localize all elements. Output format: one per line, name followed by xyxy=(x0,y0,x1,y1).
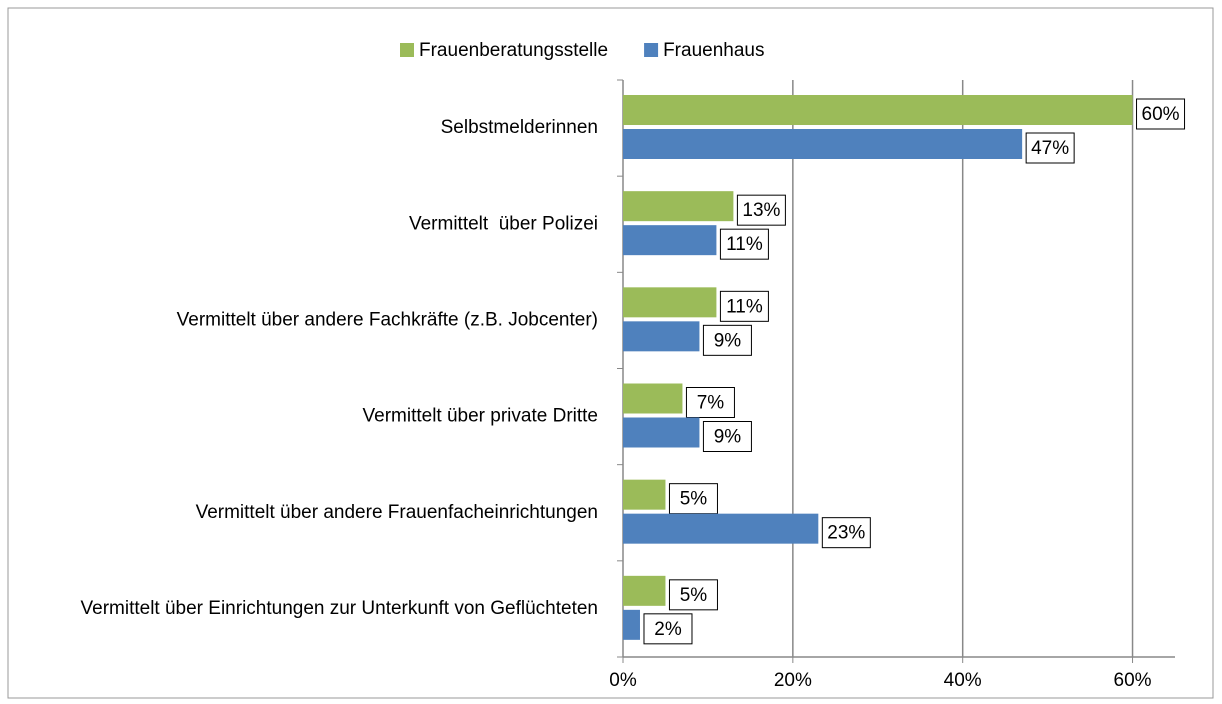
bar xyxy=(623,191,734,222)
data-label: 5% xyxy=(680,489,708,510)
data-label: 23% xyxy=(827,523,865,544)
data-label-box xyxy=(702,421,752,452)
y-tick-label: Vermittelt über andere Frauenfacheinrich… xyxy=(196,502,598,523)
y-tick-label: Vermittelt über Einrichtungen zur Unterk… xyxy=(81,598,599,619)
bar xyxy=(623,575,666,606)
x-tick-label: 40% xyxy=(944,670,982,691)
data-label-box xyxy=(821,517,871,549)
bar xyxy=(623,287,717,318)
data-label-box xyxy=(685,387,735,418)
data-label: 9% xyxy=(714,427,742,448)
bar xyxy=(623,95,1133,125)
y-tick-label: Vermittelt über private Dritte xyxy=(363,406,598,427)
legend-swatch xyxy=(400,43,414,57)
legend-label: Frauenberatungsstelle xyxy=(419,40,608,61)
bar xyxy=(623,321,700,352)
data-label-box xyxy=(643,613,693,645)
legend-swatch xyxy=(644,43,659,57)
bar xyxy=(623,225,717,256)
bar xyxy=(623,479,666,510)
data-label: 7% xyxy=(697,393,725,414)
bar xyxy=(623,417,700,448)
data-label: 60% xyxy=(1142,104,1180,125)
bar xyxy=(623,609,640,640)
data-label: 11% xyxy=(726,296,763,317)
y-tick-label: Selbstmelderinnen xyxy=(441,117,598,138)
data-label: 47% xyxy=(1031,138,1069,159)
data-label: 2% xyxy=(654,619,682,640)
x-tick-label: 0% xyxy=(609,670,637,691)
data-label-box xyxy=(1136,98,1186,130)
legend-label: Frauenhaus xyxy=(663,40,764,61)
data-label-box xyxy=(702,324,752,356)
data-label: 11% xyxy=(726,234,763,255)
bar xyxy=(623,383,683,414)
data-label-box xyxy=(719,228,769,260)
data-label: 9% xyxy=(714,330,742,351)
data-label-box xyxy=(736,194,786,226)
data-label: 5% xyxy=(680,585,708,606)
data-label-box xyxy=(668,579,718,611)
bar xyxy=(623,513,819,544)
x-tick-label: 20% xyxy=(774,670,812,691)
x-tick-label: 60% xyxy=(1114,670,1152,691)
data-label-box xyxy=(668,483,718,515)
bar xyxy=(623,129,1023,159)
chart-border xyxy=(7,7,1214,699)
data-label: 13% xyxy=(742,200,780,221)
data-label-box xyxy=(1025,132,1075,164)
y-tick-label: Vermittelt über Polizei xyxy=(409,213,598,234)
data-label-box xyxy=(719,290,769,322)
y-tick-label: Vermittelt über andere Fachkräfte (z.B. … xyxy=(177,309,598,330)
